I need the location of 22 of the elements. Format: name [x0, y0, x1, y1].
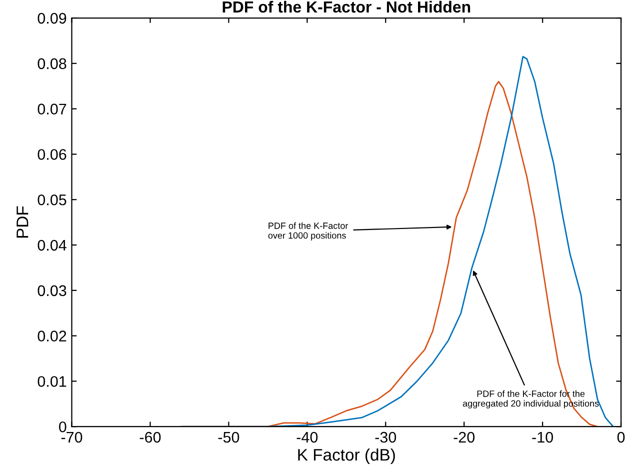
y-axis-title: PDF: [16, 206, 28, 238]
x-tick-label: -70: [61, 432, 82, 443]
y-tick-label: 0.03: [38, 285, 66, 296]
y-tick-label: 0: [58, 421, 66, 432]
y-tick-label: 0.09: [38, 12, 66, 24]
chart-title: PDF of the K-Factor - Not Hidden: [222, 0, 470, 13]
y-tick-label: 0.01: [38, 376, 66, 387]
y-tick-label: 0.06: [38, 149, 66, 160]
y-tick-label: 0.02: [38, 330, 66, 342]
x-tick-label: 0: [617, 432, 625, 443]
x-tick-label: -10: [532, 432, 554, 443]
y-tick-label: 0.08: [38, 58, 66, 70]
x-tick-label: -30: [375, 432, 396, 443]
x-tick-label: -50: [218, 432, 240, 443]
x-tick-label: -20: [454, 432, 475, 443]
y-tick-label: 0.07: [38, 104, 66, 114]
annotation: PDF of the K-Factor over 1000 positions: [268, 222, 348, 240]
x-tick-label: -40: [296, 432, 318, 443]
x-tick-label: -60: [140, 432, 161, 443]
y-tick-label: 0.04: [38, 240, 66, 251]
x-axis-title: K Factor (dB): [298, 448, 395, 464]
y-tick-label: 0.05: [38, 194, 66, 206]
